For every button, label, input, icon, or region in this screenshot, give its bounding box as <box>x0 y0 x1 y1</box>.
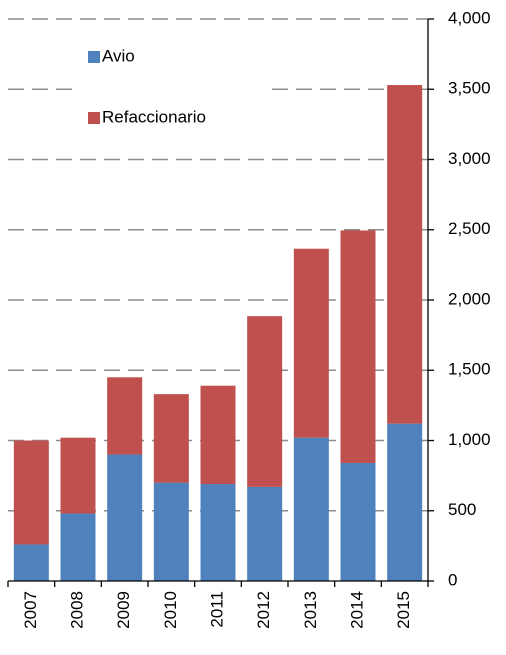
y-tick-label: 2,500 <box>448 219 491 238</box>
bar-segment <box>107 377 143 455</box>
bar-segment <box>387 85 423 424</box>
x-tick-label: 2012 <box>254 591 273 629</box>
y-tick-label: 3,500 <box>448 79 491 98</box>
x-tick-label: 2013 <box>301 591 320 629</box>
bar-segment <box>153 394 189 483</box>
legend-box <box>78 35 268 140</box>
bar-segment <box>340 230 376 463</box>
y-tick-label: 3,000 <box>448 149 491 168</box>
bar-segment <box>293 248 329 438</box>
legend-swatch <box>88 51 100 63</box>
y-tick-label: 4,000 <box>448 8 491 27</box>
y-tick-label: 500 <box>448 500 476 519</box>
bar-segment <box>60 513 96 581</box>
bar-segment <box>247 486 283 581</box>
y-tick-label: 2,000 <box>448 289 491 308</box>
y-tick-label: 1,000 <box>448 430 491 449</box>
bar-segment <box>13 440 49 545</box>
legend-swatch <box>88 112 100 124</box>
x-tick-label: 2010 <box>161 591 180 629</box>
bar-segment <box>293 437 329 581</box>
bar-segment <box>200 385 236 485</box>
legend-label: Avio <box>102 46 135 65</box>
bar-segment <box>153 482 189 581</box>
y-tick-label: 1,500 <box>448 360 491 379</box>
x-tick-label: 2011 <box>207 591 226 628</box>
x-tick-label: 2009 <box>114 591 133 629</box>
x-tick-label: 2008 <box>67 591 86 629</box>
bar-segment <box>340 462 376 581</box>
bar-segment <box>13 544 49 581</box>
legend-label: Refaccionario <box>102 107 206 126</box>
x-tick-label: 2014 <box>347 591 366 629</box>
bar-segment <box>200 484 236 581</box>
bar-segment <box>60 437 96 514</box>
x-tick-label: 2007 <box>21 591 40 629</box>
y-tick-label: 0 <box>448 570 457 589</box>
bar-segment <box>247 316 283 487</box>
bar-segment <box>107 454 143 581</box>
bar-segment <box>387 423 423 581</box>
x-tick-label: 2015 <box>394 591 413 629</box>
